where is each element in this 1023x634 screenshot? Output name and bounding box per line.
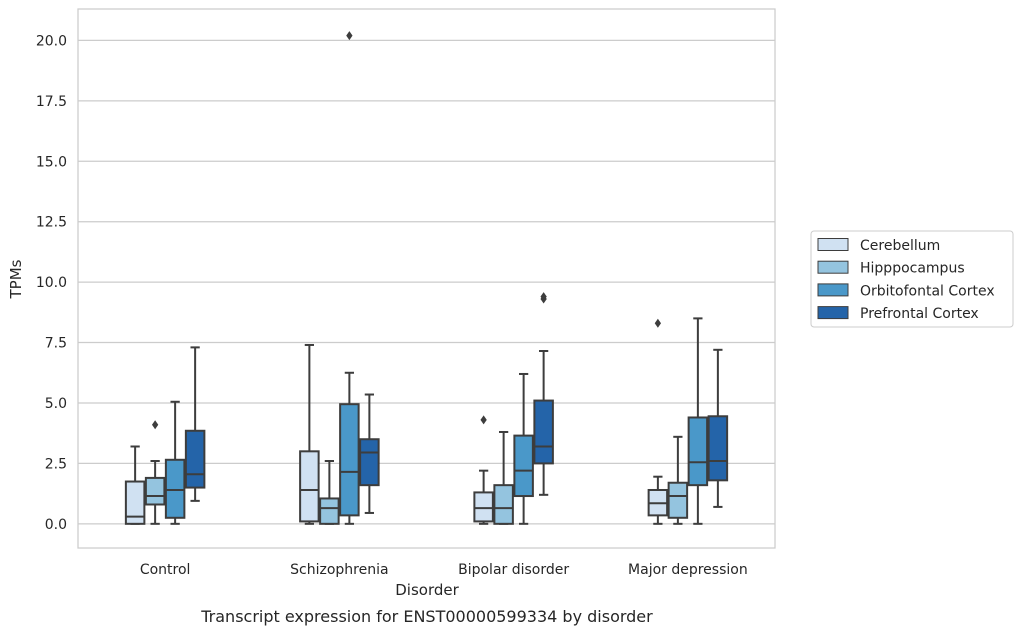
box-group — [339, 31, 360, 525]
y-tick-label: 12.5 — [36, 215, 67, 231]
box-group — [493, 430, 514, 525]
legend-label: Hipppocampus — [860, 261, 965, 277]
y-tick-label: 5.0 — [45, 396, 67, 412]
box — [124, 480, 146, 525]
legend-label: Prefrontal Cortex — [860, 306, 979, 322]
box — [339, 403, 360, 517]
box-group — [687, 317, 709, 525]
box — [164, 458, 186, 519]
box-group — [144, 420, 166, 525]
box-group — [184, 346, 206, 502]
x-tick-label: Major depression — [628, 562, 748, 578]
legend-label: Cerebellum — [860, 238, 940, 254]
y-tick-label: 15.0 — [36, 154, 67, 170]
box-group — [299, 343, 320, 525]
x-tick-labels: Control Schizophrenia Bipolar disorder Majo… — [140, 562, 748, 578]
x-tick-label: Control — [140, 562, 191, 578]
box-group — [513, 372, 534, 525]
legend-swatch — [817, 306, 849, 320]
box-group — [707, 348, 729, 508]
x-tick-label: Schizophrenia — [290, 562, 388, 578]
box — [667, 481, 689, 519]
box-group — [359, 393, 380, 514]
y-tick-label: 10.0 — [36, 275, 67, 291]
chart-caption: Transcript expression for ENST0000059933… — [200, 607, 653, 626]
outlier-point — [346, 31, 353, 41]
outlier-point — [654, 318, 662, 328]
x-tick-label: Bipolar disorder — [458, 562, 569, 578]
box-group — [667, 435, 689, 525]
box-group — [647, 318, 669, 525]
box-group — [164, 400, 186, 525]
outlier-point — [151, 420, 159, 430]
box — [707, 415, 729, 482]
legend-swatch — [817, 238, 849, 251]
box-group — [124, 445, 146, 525]
legend-swatch — [817, 283, 849, 297]
box — [473, 491, 494, 523]
y-tick-label: 20.0 — [36, 33, 67, 49]
box — [687, 416, 709, 487]
box — [319, 497, 340, 525]
legend: Cerebellum Hipppocampus Orbitofontal Corte… — [810, 230, 1014, 328]
box — [144, 476, 166, 506]
y-axis-title: TPMs — [7, 259, 25, 299]
box — [299, 450, 320, 523]
box — [513, 434, 534, 498]
x-axis-title: Disorder — [395, 581, 459, 599]
y-tick-label: 2.5 — [45, 456, 67, 472]
y-tick-labels: 0.0 2.5 5.0 7.5 10.0 12.5 15.0 17.5 20.0 — [36, 33, 67, 532]
box — [359, 438, 380, 487]
y-tick-label: 7.5 — [45, 336, 67, 352]
box — [493, 484, 514, 525]
boxes-layer — [124, 31, 729, 525]
box — [184, 429, 206, 489]
box-group — [473, 415, 494, 525]
outlier-point — [540, 292, 547, 302]
y-tick-label: 17.5 — [36, 94, 67, 110]
box-group — [533, 292, 554, 496]
box — [533, 399, 554, 465]
legend-label: Orbitofontal Cortex — [860, 283, 995, 299]
legend-frame — [810, 230, 1014, 328]
outlier-point — [480, 415, 487, 425]
legend-swatch — [817, 260, 849, 274]
box-group — [319, 459, 340, 525]
y-tick-label: 0.0 — [45, 517, 67, 533]
